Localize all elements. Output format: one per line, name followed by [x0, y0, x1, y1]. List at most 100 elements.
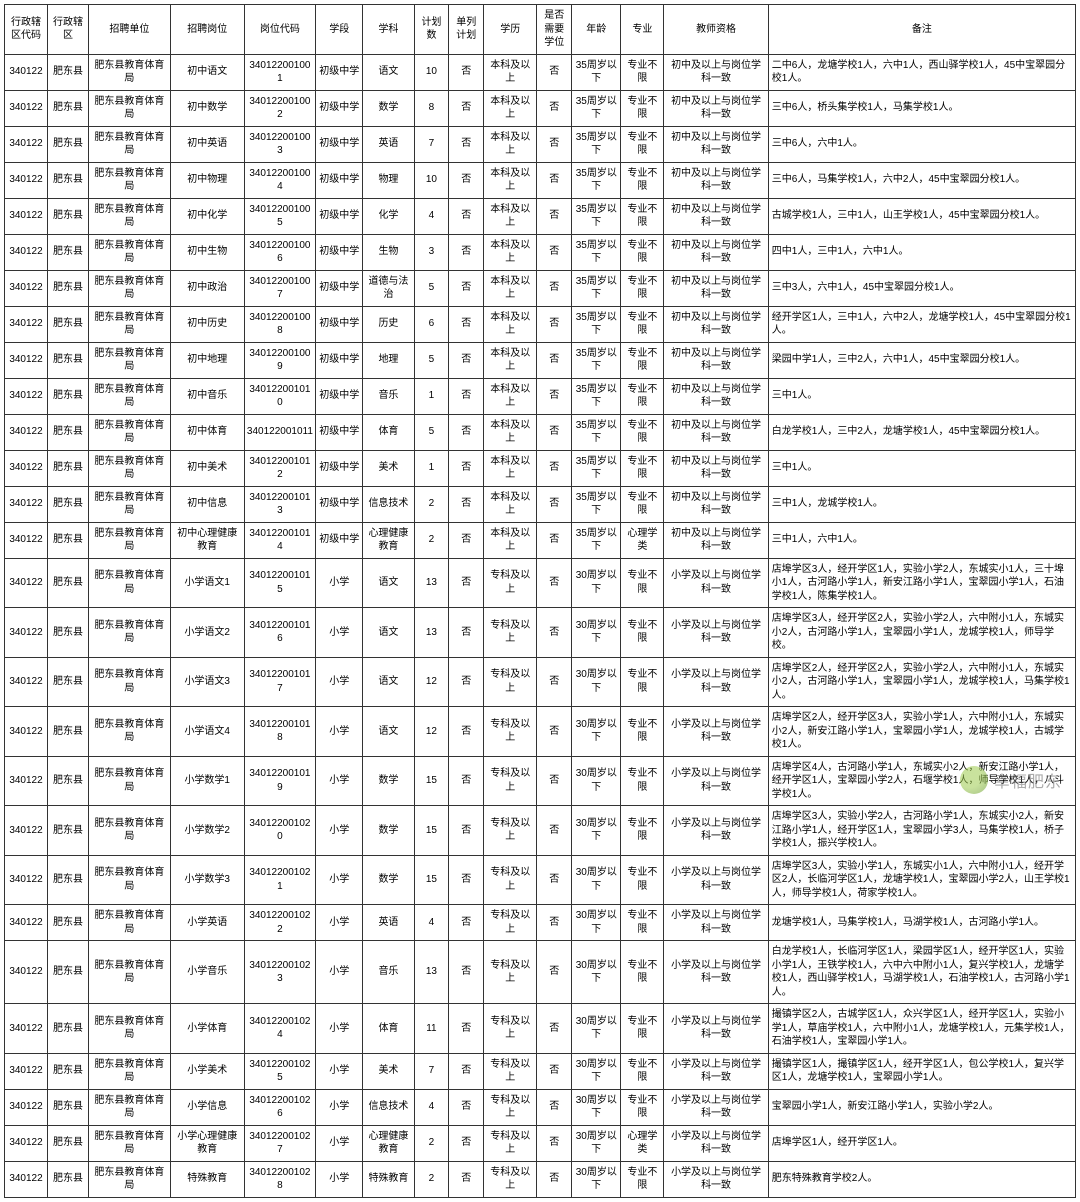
- table-cell: 否: [449, 126, 484, 162]
- table-cell: 初中体育: [170, 414, 244, 450]
- table-cell: 店埠学区1人，经开学区1人。: [768, 1125, 1075, 1161]
- table-cell: 35周岁以下: [572, 522, 621, 558]
- table-cell: 否: [537, 126, 572, 162]
- table-cell: 本科及以上: [484, 342, 537, 378]
- table-cell: 小学信息: [170, 1089, 244, 1125]
- table-row: 340122肥东县肥东县教育体育局初中化学340122001005初级中学化学4…: [5, 198, 1076, 234]
- table-cell: 撮镇学区1人，撮镇学区1人，经开学区1人，包公学校1人，复兴学区1人，龙塘学校1…: [768, 1053, 1075, 1089]
- table-row: 340122肥东县肥东县教育体育局初中生物340122001006初级中学生物3…: [5, 234, 1076, 270]
- table-cell: 初中信息: [170, 486, 244, 522]
- table-cell: 语文: [363, 657, 414, 707]
- table-row: 340122肥东县肥东县教育体育局小学语文1340122001015小学语文13…: [5, 558, 1076, 608]
- table-cell: 1: [414, 450, 449, 486]
- table-cell: 340122001013: [244, 486, 316, 522]
- table-cell: 肥东县: [48, 806, 89, 856]
- table-cell: 340122001028: [244, 1161, 316, 1197]
- table-cell: 信息技术: [363, 486, 414, 522]
- table-cell: 340122001025: [244, 1053, 316, 1089]
- table-row: 340122肥东县肥东县教育体育局初中地理340122001009初级中学地理5…: [5, 342, 1076, 378]
- table-cell: 专业不限: [621, 486, 664, 522]
- table-cell: 7: [414, 126, 449, 162]
- table-cell: 初级中学: [316, 486, 363, 522]
- table-cell: 肥东县: [48, 126, 89, 162]
- table-cell: 340122001015: [244, 558, 316, 608]
- table-cell: 专业不限: [621, 342, 664, 378]
- table-cell: 否: [449, 657, 484, 707]
- table-cell: 初级中学: [316, 54, 363, 90]
- table-cell: 初中及以上与岗位学科一致: [664, 306, 768, 342]
- table-cell: 语文: [363, 54, 414, 90]
- table-cell: 小学数学3: [170, 855, 244, 905]
- table-cell: 35周岁以下: [572, 486, 621, 522]
- table-cell: 340122001020: [244, 806, 316, 856]
- table-cell: 15: [414, 855, 449, 905]
- table-cell: 10: [414, 162, 449, 198]
- table-cell: 4: [414, 198, 449, 234]
- table-cell: 初中及以上与岗位学科一致: [664, 270, 768, 306]
- table-cell: 30周岁以下: [572, 1161, 621, 1197]
- table-row: 340122肥东县肥东县教育体育局初中数学340122001002初级中学数学8…: [5, 90, 1076, 126]
- table-cell: 340122: [5, 1053, 48, 1089]
- table-cell: 三中1人。: [768, 378, 1075, 414]
- table-row: 340122肥东县肥东县教育体育局初中语文340122001001初级中学语文1…: [5, 54, 1076, 90]
- table-cell: 小学语文4: [170, 707, 244, 757]
- table-cell: 2: [414, 486, 449, 522]
- table-cell: 初级中学: [316, 234, 363, 270]
- table-cell: 古城学校1人，三中1人，山王学校1人，45中宝翠园分校1人。: [768, 198, 1075, 234]
- table-cell: 数学: [363, 806, 414, 856]
- table-cell: 2: [414, 1125, 449, 1161]
- table-cell: 肥东县: [48, 905, 89, 941]
- table-cell: 340122: [5, 522, 48, 558]
- table-cell: 专业不限: [621, 90, 664, 126]
- table-cell: 初级中学: [316, 90, 363, 126]
- table-cell: 小学: [316, 1089, 363, 1125]
- table-cell: 340122001008: [244, 306, 316, 342]
- table-cell: 店埠学区2人，经开学区2人，实验小学2人，六中附小1人，东城实小2人，古河路小学…: [768, 657, 1075, 707]
- table-cell: 小学语文3: [170, 657, 244, 707]
- table-cell: 专业不限: [621, 657, 664, 707]
- table-cell: 初中及以上与岗位学科一致: [664, 414, 768, 450]
- table-cell: 小学体育: [170, 1004, 244, 1054]
- table-cell: 初中音乐: [170, 378, 244, 414]
- table-cell: 肥东县: [48, 450, 89, 486]
- table-cell: 店埠学区3人，经开学区1人，实验小学2人，东城实小1人，三十埠小1人，古河路小学…: [768, 558, 1075, 608]
- table-cell: 小学: [316, 1004, 363, 1054]
- table-cell: 340122: [5, 378, 48, 414]
- table-cell: 专业不限: [621, 306, 664, 342]
- table-cell: 店埠学区3人，实验小学1人，东城实小1人，六中附小1人，经开学区2人，长临河学区…: [768, 855, 1075, 905]
- table-cell: 小学及以上与岗位学科一致: [664, 1089, 768, 1125]
- table-cell: 专科及以上: [484, 707, 537, 757]
- table-cell: 30周岁以下: [572, 806, 621, 856]
- table-cell: 7: [414, 1053, 449, 1089]
- table-cell: 15: [414, 756, 449, 806]
- table-cell: 三中6人，桥头集学校1人，马集学校1人。: [768, 90, 1075, 126]
- table-cell: 35周岁以下: [572, 414, 621, 450]
- table-cell: 小学及以上与岗位学科一致: [664, 855, 768, 905]
- table-cell: 否: [537, 941, 572, 1004]
- table-cell: 英语: [363, 126, 414, 162]
- table-cell: 专业不限: [621, 162, 664, 198]
- table-cell: 2: [414, 1161, 449, 1197]
- table-cell: 340122: [5, 707, 48, 757]
- table-row: 340122肥东县肥东县教育体育局初中心理健康教育340122001014初级中…: [5, 522, 1076, 558]
- table-cell: 小学语文1: [170, 558, 244, 608]
- table-row: 340122肥东县肥东县教育体育局小学心理健康教育340122001027小学心…: [5, 1125, 1076, 1161]
- col-header: 行政辖区: [48, 5, 89, 55]
- table-cell: 化学: [363, 198, 414, 234]
- table-cell: 小学及以上与岗位学科一致: [664, 558, 768, 608]
- table-cell: 否: [537, 707, 572, 757]
- table-cell: 否: [537, 608, 572, 658]
- table-cell: 否: [449, 306, 484, 342]
- table-cell: 小学美术: [170, 1053, 244, 1089]
- table-cell: 经开学区1人，三中1人，六中2人，龙塘学校1人，45中宝翠园分校1人。: [768, 306, 1075, 342]
- table-cell: 340122001024: [244, 1004, 316, 1054]
- table-cell: 肥东县: [48, 558, 89, 608]
- table-cell: 初级中学: [316, 306, 363, 342]
- table-cell: 专业不限: [621, 1053, 664, 1089]
- table-cell: 否: [449, 1089, 484, 1125]
- table-cell: 肥东县教育体育局: [88, 90, 170, 126]
- table-cell: 340122001012: [244, 450, 316, 486]
- table-cell: 撮镇学区2人，古城学区1人，众兴学区1人，经开学区1人，实验小学1人，草庙学校1…: [768, 1004, 1075, 1054]
- table-cell: 肥东县教育体育局: [88, 486, 170, 522]
- table-cell: 专业不限: [621, 54, 664, 90]
